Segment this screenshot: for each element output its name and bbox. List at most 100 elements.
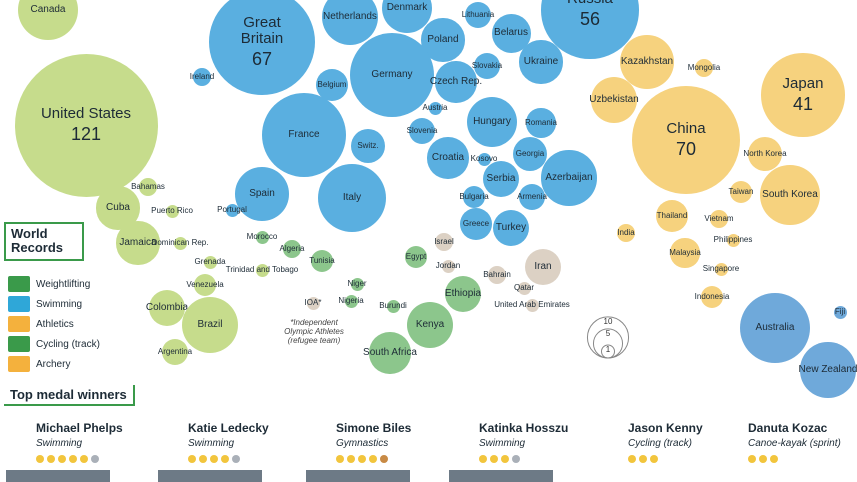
country-bubble: Singapore <box>703 262 739 276</box>
medal-dot <box>380 455 388 463</box>
medal-dot <box>358 455 366 463</box>
country-bubble: Taiwan <box>729 180 753 204</box>
country-bubble: Canada <box>17 0 79 41</box>
country-bubble: Brazil <box>181 296 239 354</box>
athlete-sport: Swimming <box>188 438 235 449</box>
country-label: Argentina <box>157 346 193 356</box>
country-bubble: Switz. <box>350 128 386 164</box>
country-label: Cuba <box>106 201 130 213</box>
medal-dot <box>47 455 55 463</box>
country-label: Ukraine <box>523 55 559 67</box>
country-label: Georgia <box>515 148 545 158</box>
athlete-sport: Canoe-kayak (sprint) <box>748 438 841 449</box>
country-label: Grenada <box>194 256 226 266</box>
country-label: Slovenia <box>406 125 438 135</box>
country-label: Slovakia <box>471 60 503 70</box>
country-bubble: Kenya <box>406 301 454 349</box>
country-bubble: Spain <box>235 167 289 221</box>
footnote: *Independent Olympic Athletes (refugee t… <box>284 318 344 345</box>
legend-title: World Records <box>4 222 84 261</box>
country-bubble: Jordan <box>436 259 460 273</box>
medal-dot <box>479 455 487 463</box>
country-label: Mongolia <box>687 62 721 72</box>
country-label: India <box>617 227 635 237</box>
country-label: Armenia <box>517 191 547 201</box>
athlete-photo <box>158 470 262 482</box>
country-label: Indonesia <box>694 291 730 301</box>
medal-dot <box>58 455 66 463</box>
country-bubble: Austria <box>423 101 447 115</box>
legend-item: Weightlifting <box>8 276 90 292</box>
winner: Katinka Hosszu Swimming <box>479 421 568 449</box>
legend-label: Athletics <box>36 318 74 330</box>
medal-dot <box>232 455 240 463</box>
country-label: Kosovo <box>470 153 498 163</box>
medal-dot <box>501 455 509 463</box>
country-bubble: Argentina <box>158 339 192 365</box>
country-bubble: Australia <box>739 292 810 363</box>
medal-dot <box>770 455 778 463</box>
country-bubble: Jamaica <box>116 221 160 265</box>
country-label: Romania <box>524 117 557 127</box>
country-bubble: Lithuania <box>462 2 494 28</box>
country-bubble: Puerto Rico <box>151 204 193 218</box>
legend-label: Archery <box>36 358 71 370</box>
country-bubble: Qatar <box>514 281 534 295</box>
country-bubble: Azerbaijan <box>541 150 597 206</box>
medal-dot <box>512 455 520 463</box>
country-bubble: Slovakia <box>471 53 503 79</box>
country-label: France <box>288 128 320 140</box>
country-label: Bahrain <box>483 269 511 279</box>
country-label: Poland <box>427 33 459 45</box>
medal-dot <box>69 455 77 463</box>
country-bubble: Iran <box>524 248 562 286</box>
country-label: Turkey <box>495 221 527 233</box>
country-bubble: Grenada <box>194 255 226 269</box>
medal-dot <box>80 455 88 463</box>
country-bubble: Armenia <box>517 184 547 210</box>
country-label: Qatar <box>514 282 535 292</box>
value-label: 56 <box>579 9 600 30</box>
winner: Danuta Kozac Canoe-kayak (sprint) <box>748 421 841 449</box>
medal-dot <box>628 455 636 463</box>
value-label: 70 <box>675 139 696 160</box>
country-bubble: Romania <box>524 108 557 138</box>
country-bubble: Nigeria <box>338 294 364 308</box>
country-bubble: South Korea <box>760 165 820 225</box>
medal-dot <box>490 455 498 463</box>
country-label: Germany <box>371 68 413 80</box>
winner: Jason Kenny Cycling (track) <box>628 421 703 449</box>
medal-dots <box>479 455 520 463</box>
country-bubble: Hungary <box>466 96 518 148</box>
country-label: China <box>666 119 706 137</box>
legend-icon <box>8 276 30 292</box>
country-label: Malaysia <box>669 247 701 257</box>
country-bubble: Japan 41 <box>761 53 845 137</box>
country-bubble: Israel <box>434 232 454 252</box>
value-label: 67 <box>251 49 272 70</box>
country-label: Algeria <box>279 243 305 253</box>
country-label: Puerto Rico <box>151 205 193 215</box>
country-label: Azerbaijan <box>545 171 593 183</box>
country-label: Denmark <box>386 1 428 13</box>
country-bubble: Croatia <box>427 137 469 179</box>
country-bubble: France <box>261 92 347 178</box>
country-bubble: Ireland <box>190 67 214 87</box>
country-label: Australia <box>755 321 795 333</box>
country-label: Uzbekistan <box>589 93 639 105</box>
legend-icon <box>8 356 30 372</box>
country-bubble: Italy <box>317 163 387 233</box>
country-bubble: Kosovo <box>471 152 497 166</box>
medal-dots <box>748 455 778 463</box>
value-label: 121 <box>70 124 102 145</box>
country-bubble: Cuba <box>96 186 140 230</box>
country-label: Belarus <box>494 26 528 38</box>
size-key-circle <box>601 344 615 359</box>
legend-item: Archery <box>8 356 70 372</box>
country-bubble: Philippines <box>714 233 752 247</box>
country-bubble: Great Britain 67 <box>208 0 316 96</box>
country-label: Trinidad and Tobago <box>225 264 299 274</box>
country-label: Austria <box>422 102 448 112</box>
country-bubble: Belgium <box>316 69 348 101</box>
country-bubble: Greece <box>460 208 492 240</box>
